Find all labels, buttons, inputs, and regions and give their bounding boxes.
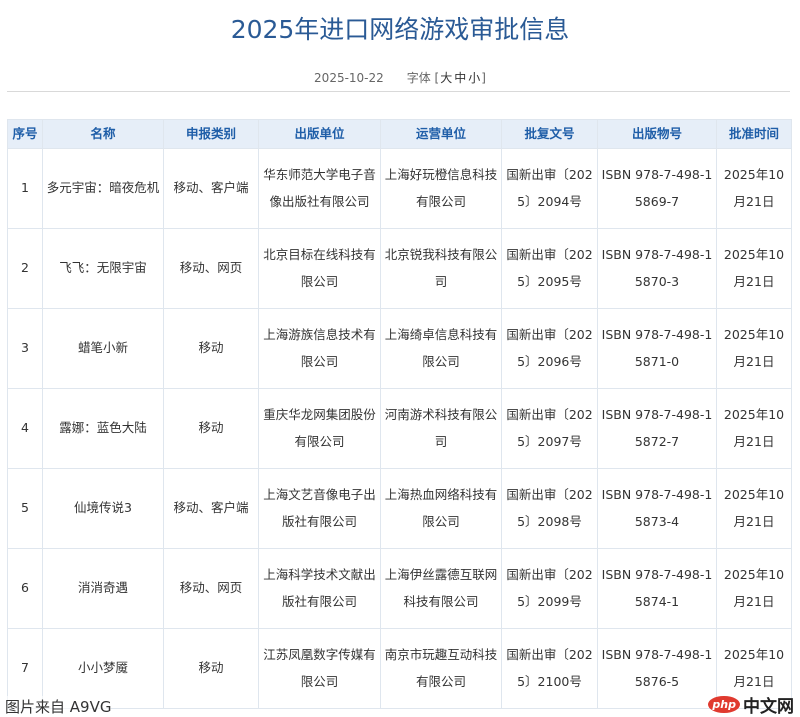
page-title: 2025年进口网络游戏审批信息: [230, 15, 570, 44]
cell-publisher: 华东师范大学电子音像出版社有限公司: [258, 148, 381, 229]
php-logo-badge: php: [708, 696, 740, 713]
column-header-approval-number: 批复文号: [501, 119, 598, 149]
cell-publisher: 江苏凤凰数字传媒有限公司: [258, 628, 381, 709]
cell-name: 飞飞：无限宇宙: [42, 228, 164, 309]
cell-approval-date: 2025年10月21日: [716, 628, 792, 709]
cell-approval-date: 2025年10月21日: [716, 468, 792, 549]
cell-name: 蜡笔小新: [42, 308, 164, 389]
font-size-label: 字体: [406, 71, 431, 85]
php-cn-logo: php 中文网: [708, 692, 794, 717]
font-size-medium[interactable]: 中: [454, 71, 467, 85]
table-row: 7 小小梦魇 移动 江苏凤凰数字传媒有限公司 南京市玩趣互动科技有限公司 国新出审〔202…: [7, 628, 792, 709]
divider: [7, 91, 790, 92]
cell-index: 6: [7, 548, 43, 629]
font-size-switcher: [大中小]: [434, 71, 486, 85]
cell-operator: 上海热血网络科技有限公司: [380, 468, 502, 549]
cell-name: 露娜：蓝色大陆: [42, 388, 164, 469]
cell-approval-number: 国新出审〔2025〕2094号: [501, 148, 598, 229]
publish-date: 2025-10-22: [314, 71, 384, 85]
cell-publisher: 北京目标在线科技有限公司: [258, 228, 381, 309]
cell-publisher: 上海文艺音像电子出版社有限公司: [258, 468, 381, 549]
cell-operator: 上海好玩橙信息科技有限公司: [380, 148, 502, 229]
table-row: 6 消消奇遇 移动、网页 上海科学技术文献出版社有限公司 上海伊丝露德互联网科技有限公司…: [7, 548, 792, 629]
cell-category: 移动、网页: [163, 228, 259, 309]
cell-approval-number: 国新出审〔2025〕2097号: [501, 388, 598, 469]
cell-approval-number: 国新出审〔2025〕2098号: [501, 468, 598, 549]
cell-approval-number: 国新出审〔2025〕2095号: [501, 228, 598, 309]
cell-approval-date: 2025年10月21日: [716, 548, 792, 629]
cell-isbn: ISBN 978-7-498-15869-7: [597, 148, 717, 229]
cell-approval-number: 国新出审〔2025〕2096号: [501, 308, 598, 389]
cell-name: 多元宇宙：暗夜危机: [42, 148, 164, 229]
cell-operator: 河南游术科技有限公司: [380, 388, 502, 469]
cell-publisher: 上海游族信息技术有限公司: [258, 308, 381, 389]
table-row: 2 飞飞：无限宇宙 移动、网页 北京目标在线科技有限公司 北京锐我科技有限公司 国新出审〔…: [7, 228, 792, 309]
font-size-small[interactable]: 小: [468, 71, 481, 85]
source-watermark: 图片来自 A9VG: [5, 696, 112, 717]
cell-operator: 南京市玩趣互动科技有限公司: [380, 628, 502, 709]
cell-publisher: 上海科学技术文献出版社有限公司: [258, 548, 381, 629]
cell-category: 移动、客户端: [163, 468, 259, 549]
cell-isbn: ISBN 978-7-498-15872-7: [597, 388, 717, 469]
cell-index: 1: [7, 148, 43, 229]
cell-approval-date: 2025年10月21日: [716, 228, 792, 309]
cell-approval-date: 2025年10月21日: [716, 388, 792, 469]
cell-category: 移动: [163, 388, 259, 469]
cell-category: 移动: [163, 628, 259, 709]
table-row: 5 仙境传说3 移动、客户端 上海文艺音像电子出版社有限公司 上海热血网络科技有限公司国…: [7, 468, 792, 549]
article-meta: 2025-10-22 字体 [大中小]: [0, 69, 800, 86]
cell-isbn: ISBN 978-7-498-15870-3: [597, 228, 717, 309]
column-header-approval-date: 批准时间: [716, 119, 792, 149]
table-row: 1 多元宇宙：暗夜危机 移动、客户端 华东师范大学电子音像出版社有限公司 上海好玩橙信息…: [7, 148, 792, 229]
cell-isbn: ISBN 978-7-498-15873-4: [597, 468, 717, 549]
cell-category: 移动、网页: [163, 548, 259, 629]
cell-index: 5: [7, 468, 43, 549]
cell-operator: 北京锐我科技有限公司: [380, 228, 502, 309]
cell-approval-date: 2025年10月21日: [716, 308, 792, 389]
cell-category: 移动、客户端: [163, 148, 259, 229]
font-size-large[interactable]: 大: [440, 71, 453, 85]
cell-approval-number: 国新出审〔2025〕2099号: [501, 548, 598, 629]
column-header-operator: 运营单位: [380, 119, 502, 149]
cell-category: 移动: [163, 308, 259, 389]
column-header-category: 申报类别: [163, 119, 259, 149]
cell-index: 2: [7, 228, 43, 309]
approval-table: 序号 名称 申报类别 出版单位 运营单位 批复文号 出版物号 批准时间 1 多元宇宙：暗夜危机移…: [7, 119, 792, 709]
column-header-index: 序号: [7, 119, 43, 149]
cell-index: 3: [7, 308, 43, 389]
cell-isbn: ISBN 978-7-498-15876-5: [597, 628, 717, 709]
column-header-isbn: 出版物号: [597, 119, 717, 149]
table-row: 4 露娜：蓝色大陆 移动 重庆华龙网集团股份有限公司 河南游术科技有限公司 国新出审〔20…: [7, 388, 792, 469]
column-header-publisher: 出版单位: [258, 119, 381, 149]
cell-publisher: 重庆华龙网集团股份有限公司: [258, 388, 381, 469]
cell-index: 7: [7, 628, 43, 709]
cell-isbn: ISBN 978-7-498-15871-0: [597, 308, 717, 389]
cell-approval-number: 国新出审〔2025〕2100号: [501, 628, 598, 709]
table-header-row: 序号 名称 申报类别 出版单位 运营单位 批复文号 出版物号 批准时间: [7, 119, 792, 149]
cell-name: 仙境传说3: [42, 468, 164, 549]
cell-operator: 上海伊丝露德互联网科技有限公司: [380, 548, 502, 629]
cell-index: 4: [7, 388, 43, 469]
cell-operator: 上海绮卓信息科技有限公司: [380, 308, 502, 389]
column-header-name: 名称: [42, 119, 164, 149]
table-row: 3 蜡笔小新 移动 上海游族信息技术有限公司 上海绮卓信息科技有限公司 国新出审〔2025…: [7, 308, 792, 389]
cell-approval-date: 2025年10月21日: [716, 148, 792, 229]
cell-isbn: ISBN 978-7-498-15874-1: [597, 548, 717, 629]
cell-name: 消消奇遇: [42, 548, 164, 629]
php-logo-text: 中文网: [743, 697, 794, 717]
